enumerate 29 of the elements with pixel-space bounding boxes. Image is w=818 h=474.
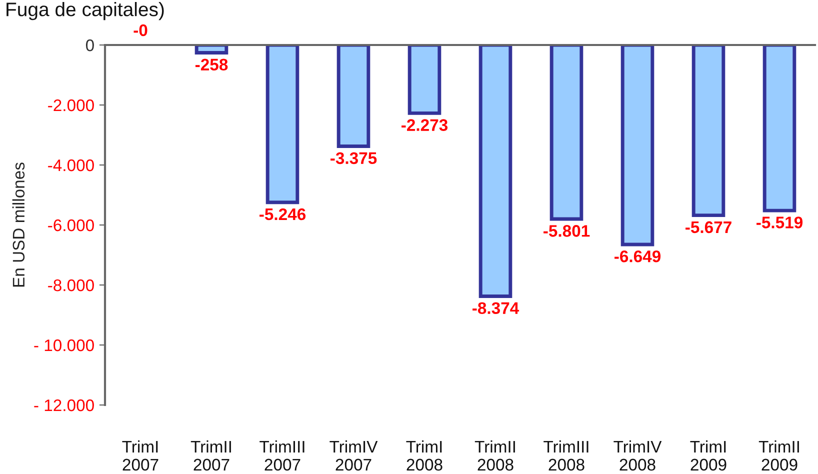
x-tick-label: TrimII 2007 <box>190 440 231 471</box>
data-label: -5.519 <box>756 216 803 228</box>
y-axis-title: En USD millones <box>12 162 25 287</box>
data-label: -2.273 <box>402 119 448 132</box>
x-tick-label: TrimIII 2007 <box>260 440 304 471</box>
data-label: -8.374 <box>472 302 520 314</box>
x-tick-label: TrimI 2009 <box>690 440 726 471</box>
y-tick-label: 0 <box>86 39 94 52</box>
data-label: -5.801 <box>544 225 590 237</box>
x-tick-label: TrimIII 2008 <box>544 440 588 471</box>
y-tick-label: -6.000 <box>48 219 94 232</box>
y-tick-label: -4.000 <box>48 159 94 172</box>
chart-title: Fuga de capitales) <box>6 2 164 20</box>
x-tick-label: TrimII 2008 <box>474 440 515 471</box>
x-tick-label: TrimII 2009 <box>758 440 799 471</box>
data-label: -5.246 <box>260 208 306 220</box>
data-label: -5.677 <box>686 221 732 234</box>
x-tick-label: TrimIV 2008 <box>614 440 662 471</box>
y-tick-label: - 12.000 <box>34 399 94 412</box>
data-label: -3.375 <box>330 152 377 164</box>
data-label: -6.649 <box>614 250 661 262</box>
x-tick-label: TrimI 2007 <box>122 440 158 471</box>
x-tick-label: TrimIV 2007 <box>330 440 378 471</box>
y-tick-label: -8.000 <box>48 279 94 292</box>
data-label: -258 <box>195 58 228 71</box>
y-tick-label: - 10.000 <box>34 339 94 352</box>
y-tick-label: -2.000 <box>48 99 94 112</box>
data-label: -0 <box>134 24 148 36</box>
x-tick-label: TrimI 2008 <box>406 440 442 471</box>
